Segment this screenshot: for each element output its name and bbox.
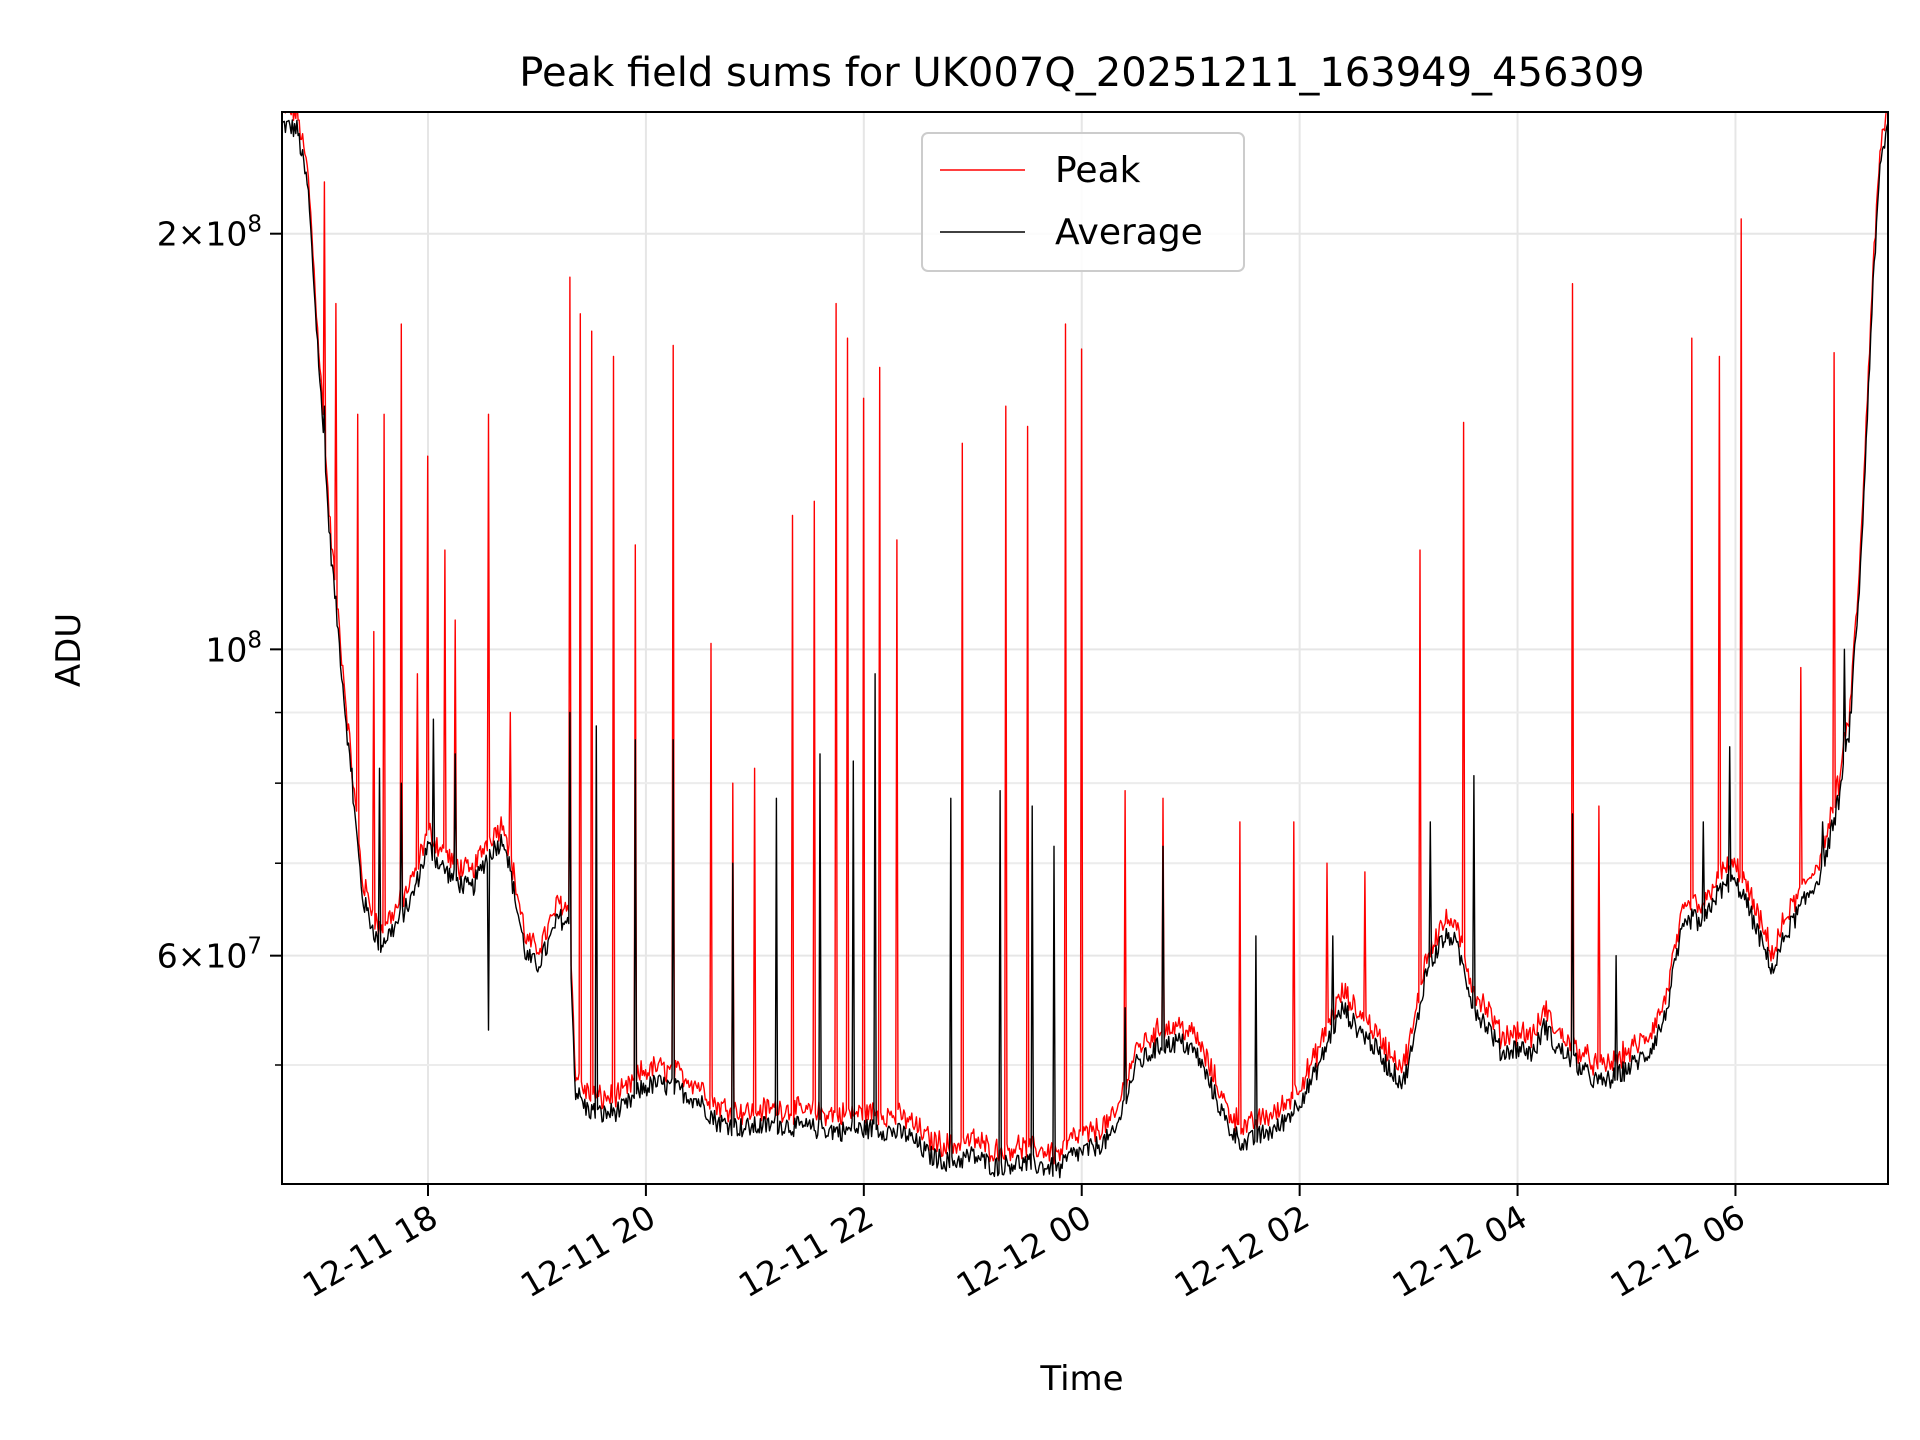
y-axis-label: ADU — [49, 613, 89, 687]
x-tick-label: 12-12 00 — [950, 1197, 1098, 1305]
legend-peak-label: Peak — [1055, 150, 1141, 191]
series-group — [282, 112, 1888, 1179]
y-tick-label: 2×108 — [157, 212, 262, 254]
y-tick-label: 6×107 — [157, 934, 262, 976]
legend-box — [921, 132, 1245, 272]
x-axis-label: Time — [1039, 1359, 1123, 1399]
x-tick-label: 12-12 06 — [1603, 1197, 1751, 1305]
x-tick-label: 12-11 18 — [296, 1197, 444, 1305]
average-series-line — [282, 119, 1888, 1179]
legend-average-label: Average — [1055, 212, 1203, 253]
x-axis: 12-11 18 12-11 20 12-11 22 12-12 00 12-12 02… — [296, 1184, 1751, 1305]
peak-series-line — [284, 112, 1887, 1165]
grid-lines — [282, 112, 1888, 1184]
legend: Peak Average — [921, 132, 1245, 272]
x-tick-label: 12-11 20 — [514, 1197, 662, 1305]
x-tick-label: 12-12 02 — [1168, 1197, 1316, 1305]
x-tick-label: 12-11 22 — [732, 1197, 880, 1305]
y-tick-label: 108 — [205, 627, 262, 669]
y-axis: 6×107 108 2×108 — [157, 212, 282, 1066]
plot-area — [282, 112, 1888, 1179]
chart-title: Peak field sums for UK007Q_20251211_1639… — [519, 50, 1644, 96]
x-tick-label: 12-12 04 — [1386, 1197, 1534, 1305]
plot-frame — [281, 111, 1889, 1185]
